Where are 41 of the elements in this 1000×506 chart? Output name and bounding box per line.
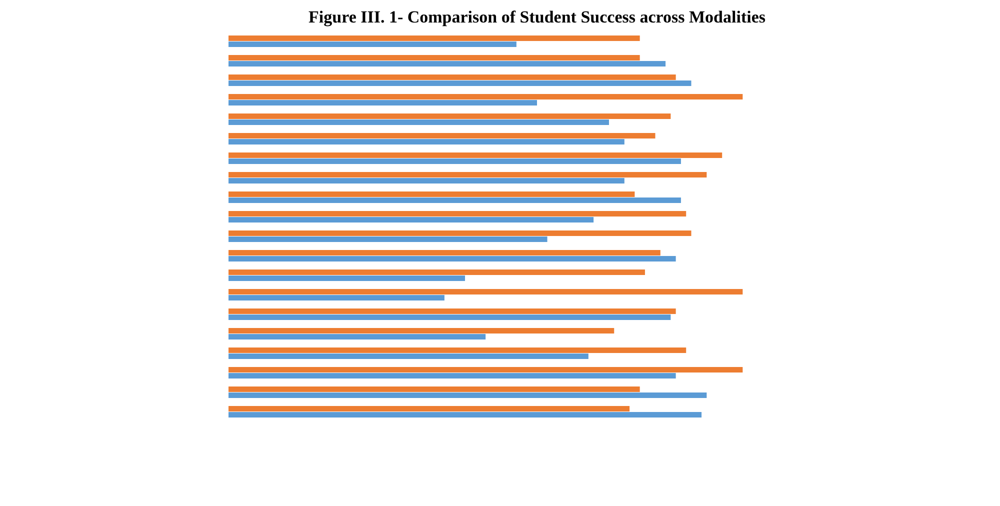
bar	[228, 295, 444, 300]
bar	[228, 230, 692, 236]
bar	[228, 250, 660, 256]
bar	[228, 236, 548, 242]
bar	[228, 74, 676, 80]
bar	[228, 55, 640, 60]
bar	[228, 94, 743, 100]
chart-title: Figure III. 1- Comparison of Student Success across Modalities	[308, 8, 766, 26]
bar	[228, 334, 486, 340]
bar	[228, 114, 671, 119]
bar	[228, 192, 635, 197]
bar	[228, 406, 630, 412]
bar	[228, 211, 686, 216]
bar	[228, 328, 614, 334]
bar	[228, 152, 722, 158]
bar	[228, 354, 588, 359]
bar	[228, 133, 656, 138]
bar	[228, 270, 645, 275]
bar	[228, 217, 594, 222]
bar	[228, 80, 692, 86]
bar	[228, 289, 743, 294]
bar	[228, 100, 537, 106]
bar	[228, 61, 666, 66]
bar	[228, 158, 681, 164]
bar	[228, 367, 743, 372]
bar	[228, 373, 676, 378]
bar	[228, 120, 609, 125]
bar	[228, 386, 640, 392]
bar	[228, 314, 671, 320]
bar	[228, 172, 707, 178]
bar	[228, 348, 686, 353]
bar	[228, 392, 707, 398]
bar	[228, 276, 466, 281]
bar	[228, 412, 702, 418]
bar	[228, 42, 516, 47]
bar	[228, 139, 624, 144]
bar	[228, 256, 676, 262]
bar	[228, 198, 681, 203]
bar	[228, 36, 640, 41]
bar	[228, 308, 676, 314]
bar	[228, 178, 624, 184]
